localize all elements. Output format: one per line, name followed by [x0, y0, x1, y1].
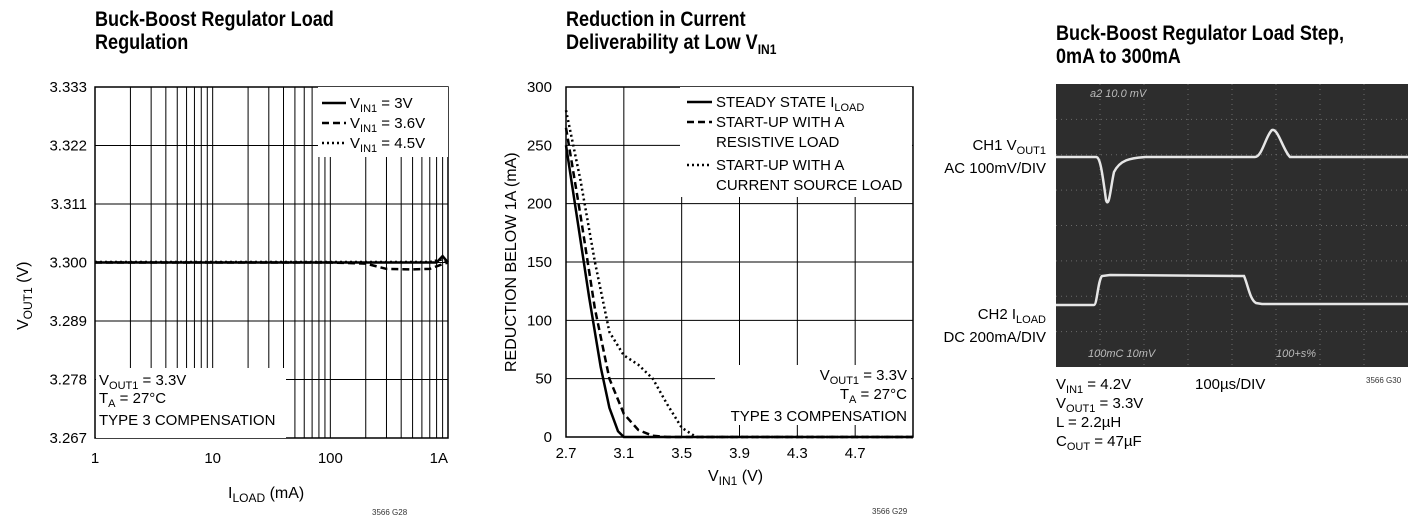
scope-title: Buck-Boost Regulator Load Step, 0mA to 3…: [1056, 22, 1344, 68]
chart2-x-axis-label: VIN1 (V): [708, 468, 763, 488]
scope-condition-line: VOUT1 = 3.3V: [1056, 395, 1143, 415]
chart2-figure-id: 3566 G29: [872, 507, 908, 516]
chart1-annotation: VOUT1 = 3.3V TA = 27°C TYPE 3 COMPENSATI…: [99, 372, 275, 429]
scope-screen-text-bottom-right: 100+s%: [1276, 348, 1316, 360]
chart2-y-axis-label: REDUCTION BELOW 1A (mA): [503, 152, 520, 372]
chart1-x-tick-label: 100: [318, 450, 343, 467]
chart1-x-tick-label: 10: [204, 450, 221, 467]
chart2-series-line-1: [564, 127, 913, 439]
chart2-legend-entry: START-UP WITH A: [716, 114, 844, 131]
chart2-x-tick-label: 3.1: [613, 445, 634, 462]
chart1-y-tick-label: 3.267: [49, 430, 87, 447]
chart1-series-line-2: [95, 257, 449, 264]
chart2-y-tick-label: 250: [527, 137, 552, 154]
scope-condition-line: VIN1 = 4.2V: [1056, 376, 1131, 396]
chart2-x-tick-label: 3.5: [671, 445, 692, 462]
chart2-title: Reduction in Current Deliverability at L…: [566, 8, 776, 61]
scope-screen-text-top: a2 10.0 mV: [1090, 88, 1148, 100]
chart2-x-tick-label: 3.9: [729, 445, 750, 462]
chart1-legend-entry: VIN1 = 3.6V: [350, 115, 425, 135]
chart2-legend-box: [680, 87, 912, 197]
chart2-y-tick-label: 100: [527, 312, 552, 329]
chart2-annotation-line: TYPE 3 COMPENSATION: [731, 408, 907, 425]
chart1-y-axis-label: VOUT1 (V): [15, 262, 35, 330]
scope-ch2-trace: [1056, 273, 1408, 307]
scope-conditions: VIN1 = 4.2V VOUT1 = 3.3V L = 2.2µH COUT …: [1056, 376, 1143, 453]
chart1-title-line2: Regulation: [95, 31, 189, 54]
scope-figure-id: 3566 G30: [1366, 376, 1402, 385]
chart2-series-line-0: [564, 145, 913, 439]
chart2-x-tick-label: 4.7: [845, 445, 866, 462]
scope-condition-line: COUT = 47µF: [1056, 433, 1142, 453]
chart2-y-tick-label: 50: [535, 371, 552, 388]
chart2-legend-entry: START-UP WITH A: [716, 157, 844, 174]
scope-ch1-label: CH1 VOUT1 AC 100mV/DIV: [944, 137, 1046, 177]
chart2-legend-entry: RESISTIVE LOAD: [716, 134, 840, 151]
scope-title-line1: Buck-Boost Regulator Load Step,: [1056, 22, 1344, 45]
chart1-title: Buck-Boost Regulator Load Regulation: [95, 8, 334, 54]
chart2-y-tick-label: 200: [527, 196, 552, 213]
chart2-legend: STEADY STATE ILOAD START-UP WITH A RESIS…: [687, 94, 903, 194]
chart1-title-line1: Buck-Boost Regulator Load: [95, 8, 334, 31]
chart2-y-tick-label: 150: [527, 254, 552, 271]
chart1-annotation-line: TYPE 3 COMPENSATION: [99, 412, 275, 429]
chart1-y-tick-label: 3.333: [49, 79, 87, 96]
chart2-title-line1: Reduction in Current: [566, 8, 746, 31]
chart1-y-tick-label: 3.311: [51, 196, 87, 213]
chart2-annotation: VOUT1 = 3.3V TA = 27°C TYPE 3 COMPENSATI…: [731, 367, 908, 425]
chart1-legend-entry: VIN1 = 3V: [350, 95, 413, 115]
chart2-y-tick-label: 0: [544, 429, 552, 446]
chart2-annotation-line: TA = 27°C: [840, 386, 907, 406]
chart1-legend: VIN1 = 3V VIN1 = 3.6V VIN1 = 4.5V: [322, 95, 425, 155]
scope-title-line2: 0mA to 300mA: [1056, 45, 1181, 68]
chart1-x-tick-label: 1: [91, 450, 99, 467]
chart2-legend-entry: STEADY STATE ILOAD: [716, 94, 864, 114]
chart2-y-tick-label: 300: [527, 79, 552, 96]
chart1-annotation-box: [96, 368, 286, 438]
chart2-annotation-line: VOUT1 = 3.3V: [820, 367, 907, 387]
chart2-x-tick-label: 4.3: [787, 445, 808, 462]
chart2-title-line2: Deliverability at Low VIN1: [566, 31, 777, 58]
chart1-x-tick-label: 1A: [430, 450, 448, 467]
scope-condition-line: L = 2.2µH: [1056, 414, 1121, 431]
chart1-annotation-line: VOUT1 = 3.3V: [99, 372, 186, 392]
chart1-y-tick-label: 3.300: [49, 255, 87, 272]
scope-screen-text-bottom-left: 100mC 10mV: [1088, 348, 1157, 360]
scope-time-scale: 100µs/DIV: [1195, 376, 1265, 393]
chart2-x-tick-label: 2.7: [556, 445, 577, 462]
chart2-series-line-2: [564, 110, 913, 439]
scope-ch2-label: CH2 ILOAD DC 200mA/DIV: [943, 306, 1046, 346]
chart1-figure-id: 3566 G28: [372, 508, 408, 517]
chart2-legend-entry: CURRENT SOURCE LOAD: [716, 177, 903, 194]
chart1-y-tick-label: 3.322: [49, 138, 87, 155]
chart1-y-tick-label: 3.278: [49, 372, 87, 389]
chart1-y-tick-label: 3.289: [49, 313, 87, 330]
scope-ch1-trace: [1056, 128, 1408, 204]
chart1-x-axis-label: ILOAD (mA): [228, 485, 304, 505]
chart2-annotation-box: [715, 365, 911, 425]
chart1-annotation-line: TA = 27°C: [99, 390, 166, 410]
chart1-legend-entry: VIN1 = 4.5V: [350, 135, 425, 155]
